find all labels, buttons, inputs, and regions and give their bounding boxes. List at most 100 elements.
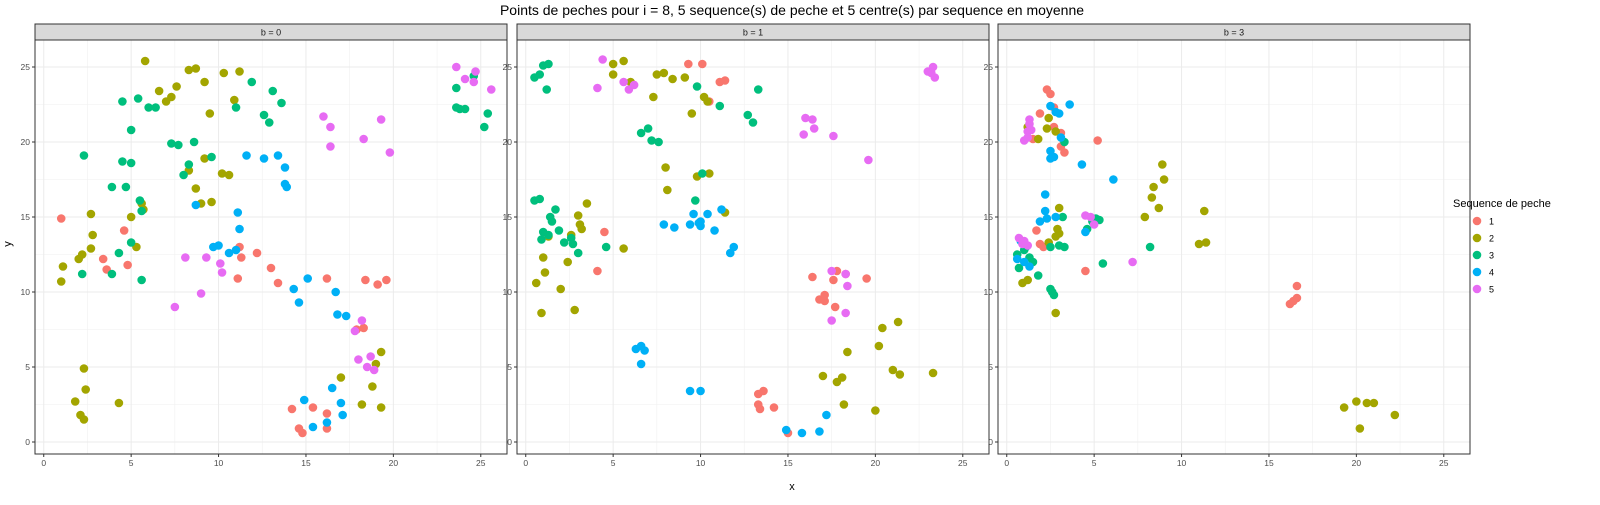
data-point bbox=[717, 205, 726, 214]
data-point bbox=[1035, 109, 1045, 118]
data-point bbox=[1194, 239, 1204, 249]
panel-background bbox=[517, 40, 989, 454]
data-point bbox=[216, 259, 225, 268]
data-point bbox=[140, 56, 150, 66]
x-tick-label: 20 bbox=[871, 458, 881, 468]
data-point bbox=[540, 268, 550, 277]
data-point bbox=[537, 235, 546, 244]
data-point bbox=[535, 70, 545, 79]
data-point bbox=[573, 211, 583, 220]
legend-items: 1 2 3 4 5 bbox=[1472, 217, 1494, 295]
data-point bbox=[820, 290, 829, 300]
data-point bbox=[118, 97, 127, 106]
data-point bbox=[184, 160, 194, 169]
data-point bbox=[184, 65, 194, 75]
data-point bbox=[299, 395, 309, 405]
data-point bbox=[224, 170, 234, 180]
data-point bbox=[137, 275, 146, 285]
data-point bbox=[154, 86, 164, 96]
data-point bbox=[224, 248, 234, 258]
legend-title: Sequence de peche bbox=[1453, 198, 1551, 210]
y-tick-label: 25 bbox=[21, 62, 31, 72]
data-point bbox=[593, 83, 602, 93]
data-point bbox=[126, 158, 136, 168]
data-point bbox=[1012, 254, 1022, 264]
data-point bbox=[1023, 241, 1033, 250]
data-point bbox=[233, 208, 243, 217]
data-point bbox=[231, 245, 241, 255]
data-point bbox=[1352, 397, 1361, 406]
legend-key bbox=[1472, 284, 1482, 294]
data-point bbox=[888, 365, 898, 375]
data-point bbox=[694, 218, 704, 228]
data-point bbox=[86, 209, 96, 219]
data-point bbox=[769, 403, 779, 412]
panel-border bbox=[34, 39, 508, 455]
data-point bbox=[357, 400, 367, 409]
data-point bbox=[1081, 227, 1090, 237]
data-point bbox=[542, 85, 552, 94]
data-point bbox=[1339, 403, 1349, 412]
data-point bbox=[231, 103, 241, 112]
data-point bbox=[1147, 193, 1157, 202]
data-point bbox=[331, 287, 340, 297]
x-tick-label: 20 bbox=[389, 458, 399, 468]
facet-label: b = 3 bbox=[1224, 28, 1244, 38]
data-point bbox=[668, 74, 677, 84]
data-point bbox=[282, 182, 292, 192]
data-point bbox=[1199, 206, 1209, 216]
data-point bbox=[654, 137, 663, 147]
data-point bbox=[1086, 212, 1095, 222]
data-point bbox=[531, 278, 541, 288]
data-point bbox=[242, 151, 251, 160]
data-point bbox=[575, 220, 585, 229]
data-point bbox=[322, 274, 332, 283]
data-point bbox=[685, 386, 695, 396]
data-point bbox=[81, 385, 90, 394]
data-point bbox=[547, 217, 557, 226]
y-tick-label: 5 bbox=[988, 362, 993, 372]
data-point bbox=[895, 370, 905, 379]
data-point bbox=[322, 424, 332, 433]
data-point bbox=[837, 373, 847, 382]
data-point bbox=[874, 341, 884, 351]
data-point bbox=[1049, 152, 1059, 162]
data-point bbox=[685, 220, 695, 229]
data-point bbox=[350, 326, 360, 336]
data-point bbox=[280, 163, 290, 172]
data-point bbox=[608, 59, 618, 69]
legend-item: 2 bbox=[1472, 234, 1494, 244]
data-point bbox=[720, 76, 730, 85]
data-point bbox=[181, 253, 190, 262]
y-tick-label: 15 bbox=[21, 212, 31, 222]
data-point bbox=[137, 206, 146, 216]
data-point bbox=[636, 128, 646, 138]
data-point bbox=[368, 382, 377, 391]
y-tick-label: 10 bbox=[21, 287, 31, 297]
legend-key bbox=[1472, 267, 1482, 277]
data-point bbox=[151, 103, 160, 112]
y-tick-label: 20 bbox=[503, 137, 513, 147]
data-point bbox=[359, 323, 368, 333]
data-point bbox=[871, 406, 880, 415]
data-point bbox=[1390, 410, 1400, 420]
x-tick-label: 5 bbox=[1092, 458, 1097, 468]
data-point bbox=[1369, 398, 1379, 408]
x-tick-label: 10 bbox=[696, 458, 706, 468]
data-point bbox=[608, 70, 618, 79]
data-point bbox=[338, 410, 347, 420]
data-point bbox=[1033, 134, 1043, 144]
data-point bbox=[326, 122, 335, 132]
data-point bbox=[691, 196, 700, 205]
data-point bbox=[205, 109, 215, 118]
data-point bbox=[479, 122, 489, 132]
data-point bbox=[1051, 232, 1060, 241]
data-point bbox=[70, 397, 80, 406]
data-point bbox=[483, 109, 493, 118]
data-point bbox=[1140, 212, 1150, 222]
data-point bbox=[829, 275, 838, 285]
data-point bbox=[1044, 113, 1053, 123]
data-point bbox=[1054, 109, 1064, 118]
data-point bbox=[582, 199, 592, 208]
